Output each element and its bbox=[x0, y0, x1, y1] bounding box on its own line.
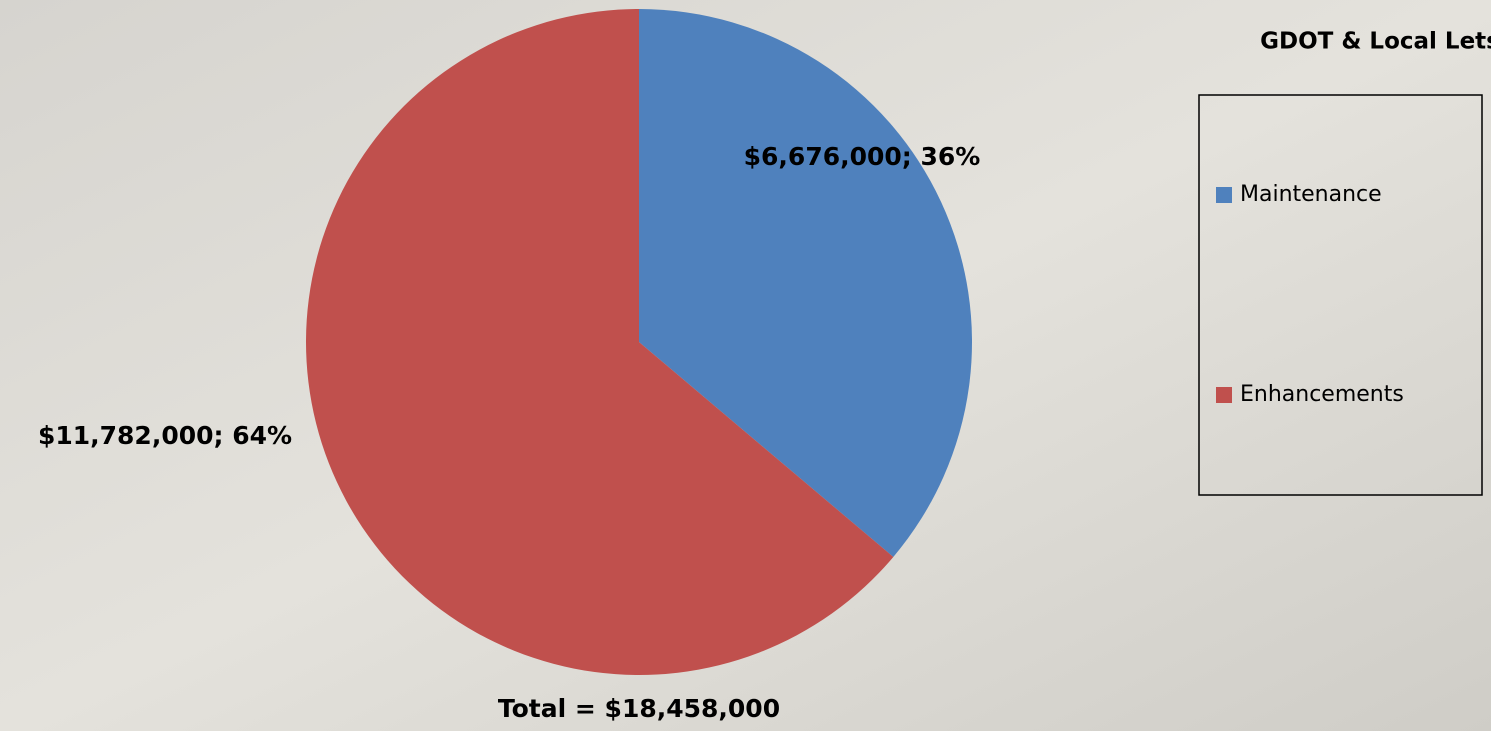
legend-swatch bbox=[1216, 187, 1232, 203]
legend-label: Enhancements bbox=[1240, 382, 1404, 407]
data-label: $6,676,000; 36% bbox=[744, 142, 981, 171]
legend-box bbox=[1198, 94, 1483, 496]
pie-slice bbox=[306, 9, 894, 675]
legend-label: Maintenance bbox=[1240, 182, 1382, 207]
chart-title: GDOT & Local Lets bbox=[1260, 29, 1491, 55]
data-label: $11,782,000; 64% bbox=[38, 421, 292, 450]
total-annotation: Total = $18,458,000 bbox=[498, 694, 780, 723]
legend-swatch bbox=[1216, 387, 1232, 403]
pie-slice bbox=[639, 9, 973, 557]
